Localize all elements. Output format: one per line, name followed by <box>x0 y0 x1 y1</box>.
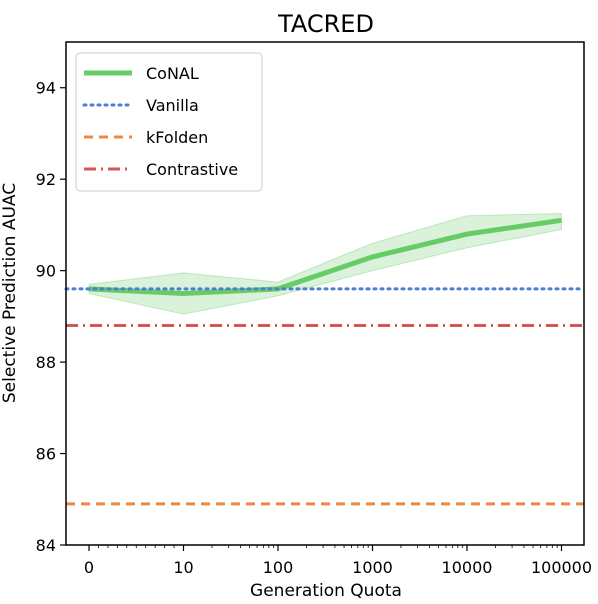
plot-frame <box>65 41 585 546</box>
y-tick-label: 94 <box>36 79 56 98</box>
x-tick-label: 1000 <box>352 558 393 577</box>
x-axis: 0 10 100 1000 10000 100000 <box>84 545 592 577</box>
series-lines <box>64 217 586 506</box>
legend-box <box>75 52 263 192</box>
y-tick-label: 88 <box>36 353 56 372</box>
legend-label-vanilla: Vanilla <box>146 96 199 115</box>
legend-label-kfolden: kFolden <box>146 128 208 147</box>
legend-label-contrastive: Contrastive <box>146 160 238 179</box>
x-tick-label: 0 <box>84 558 94 577</box>
y-axis-label: Selective Prediction AUAC <box>0 183 20 403</box>
series-line-conal <box>88 217 562 297</box>
y-axis: 84 86 88 90 92 94 <box>36 79 66 555</box>
x-tick-label: 100000 <box>531 558 592 577</box>
y-tick-label: 90 <box>36 262 56 281</box>
legend: CoNAL Vanilla kFolden Contrastive <box>75 52 263 192</box>
y-tick-label: 92 <box>36 170 56 189</box>
x-tick-label: 100 <box>263 558 294 577</box>
y-tick-label: 84 <box>36 536 56 555</box>
x-axis-label: Generation Quota <box>250 581 402 601</box>
x-tick-label: 10000 <box>442 558 493 577</box>
x-tick-label: 10 <box>173 558 193 577</box>
chart-title: TACRED <box>277 10 374 38</box>
y-tick-label: 86 <box>36 445 56 464</box>
legend-label-conal: CoNAL <box>146 64 199 83</box>
